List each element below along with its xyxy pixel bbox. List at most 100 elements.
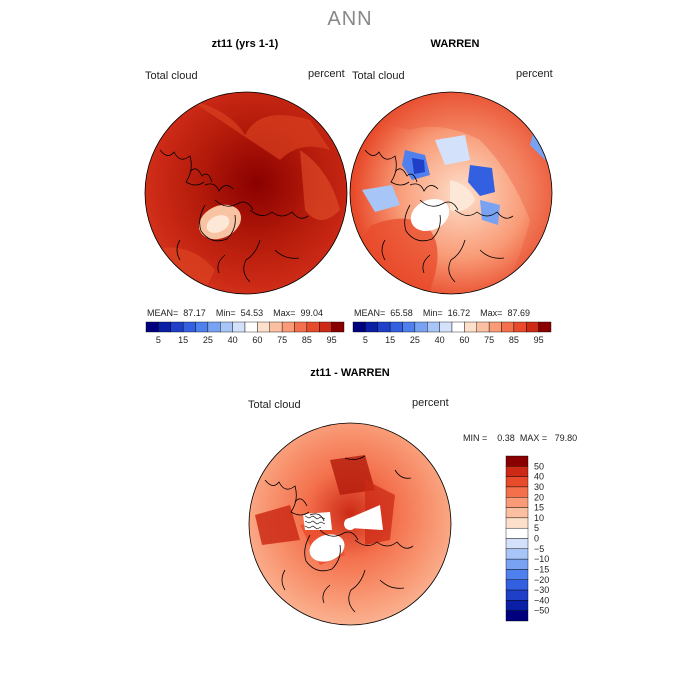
colorbar-swatch: [513, 321, 527, 333]
colorbar-swatch: [439, 321, 453, 333]
panel-2-stats: MEAN= 65.58 Min= 16.72 Max= 87.69: [354, 308, 530, 318]
map-3: [248, 422, 452, 626]
panel-2-title: WARREN: [430, 38, 480, 50]
colorbar-swatch: [170, 321, 184, 333]
colorbar-swatch: [505, 589, 529, 601]
panel-1-stats: MEAN= 87.17 Min= 54.53 Max= 99.04: [147, 308, 323, 318]
colorbar-swatch: [365, 321, 378, 333]
colorbar-tick-label: 0: [534, 534, 539, 544]
colorbar-swatch: [294, 321, 308, 333]
map-1-region: [190, 100, 330, 160]
colorbar-swatch: [232, 321, 246, 333]
map-2-region: [468, 165, 495, 196]
colorbar-tick-label: 5: [363, 335, 368, 345]
colorbar-swatch: [505, 476, 529, 488]
colorbar-swatch: [389, 321, 403, 333]
colorbar-tick-label: −40: [534, 595, 549, 605]
colorbar-tick-label: −5: [534, 544, 544, 554]
map-2-region: [480, 200, 500, 225]
map-2-border: [349, 91, 553, 295]
map-2-region: [450, 180, 475, 212]
colorbar-tick-label: 95: [534, 335, 544, 345]
colorbar-tick-label: 15: [385, 335, 395, 345]
colorbar-swatch: [488, 321, 502, 333]
colorbar-tick-label: 25: [410, 335, 420, 345]
colorbar-swatch: [145, 321, 159, 333]
mean-value: 87.17: [183, 308, 206, 318]
colorbar-swatch: [505, 517, 529, 529]
min-label: Min=: [422, 308, 443, 318]
max-label: Max=: [480, 308, 503, 318]
colorbar-swatch: [464, 321, 477, 333]
colorbar-swatch: [505, 579, 529, 591]
map-2: [349, 91, 553, 295]
colorbar-swatch: [257, 321, 270, 333]
colorbar-tick-label: −50: [534, 606, 549, 616]
colorbar-tick-label: 60: [459, 335, 469, 345]
map-2-region: [362, 185, 400, 212]
colorbar-swatch: [538, 321, 552, 333]
colorbar-swatch: [319, 321, 332, 333]
min-label: MIN =: [463, 433, 488, 443]
colorbar-swatch: [476, 321, 490, 333]
colorbar-tick-label: 40: [228, 335, 238, 345]
panel-1-units-label: percent: [308, 68, 345, 80]
page-title: ANN: [327, 8, 373, 30]
panel-1-variable-label: Total cloud: [145, 70, 198, 82]
colorbar-tick-label: 60: [252, 335, 262, 345]
colorbar-2: 5 15 25 40 60 75 85 95: [352, 321, 552, 345]
colorbar-swatch: [244, 321, 258, 333]
map-2-coastline: [364, 149, 514, 283]
map-1-border: [144, 91, 348, 295]
colorbar-tick-label: −30: [534, 585, 549, 595]
map-2-region: [412, 158, 425, 174]
colorbar-tick-label: −15: [534, 564, 549, 574]
colorbar-tick-label: −20: [534, 575, 549, 585]
colorbar-swatch: [269, 321, 283, 333]
colorbar-tick-label: 50: [534, 461, 544, 471]
colorbar-tick-label: 40: [534, 472, 544, 482]
mean-value: 65.58: [390, 308, 413, 318]
colorbar-swatch: [505, 527, 529, 539]
colorbar-tick-label: 25: [203, 335, 213, 345]
colorbar-swatch: [182, 321, 196, 333]
map-2-region: [410, 198, 450, 232]
panel-1-title: zt11 (yrs 1-1): [211, 38, 279, 50]
map-1-coastline: [159, 149, 309, 283]
colorbar-swatch: [526, 321, 539, 333]
map-3-missing-region: [309, 534, 345, 562]
colorbar-swatch: [451, 321, 465, 333]
colorbar-tick-label: 15: [178, 335, 188, 345]
map-3-missing-region: [303, 512, 332, 530]
max-value: 87.69: [507, 308, 530, 318]
colorbar-tick-label: 5: [534, 523, 539, 533]
panel-3-title: zt11 - WARREN: [310, 367, 390, 379]
colorbar-swatch: [505, 466, 529, 477]
colorbar-swatch: [414, 321, 428, 333]
colorbar-swatch: [281, 321, 295, 333]
colorbar-swatch: [220, 321, 233, 333]
min-value: 54.53: [240, 308, 264, 318]
panel-2-units-label: percent: [516, 68, 553, 80]
mean-label: MEAN=: [354, 308, 386, 318]
max-value: 99.04: [300, 308, 323, 318]
colorbar-swatch: [207, 321, 221, 333]
colorbar-swatch: [427, 321, 440, 333]
colorbar-tick-label: 75: [484, 335, 494, 345]
colorbar-swatch: [377, 321, 391, 333]
colorbar-tick-label: 40: [435, 335, 445, 345]
colorbar-swatch: [505, 507, 529, 519]
colorbar-swatch: [505, 558, 529, 570]
min-value: 16.72: [447, 308, 471, 318]
map-3-missing-region: [344, 518, 356, 530]
colorbar-tick-label: 10: [534, 513, 544, 523]
map-3-border: [248, 422, 452, 626]
map-2-region: [360, 92, 552, 294]
colorbar-swatch: [505, 486, 529, 498]
map-3-region: [330, 455, 375, 495]
panel-2-variable-label: Total cloud: [352, 70, 405, 82]
panel-3-stats: MIN = 0.38 MAX = 79.80: [463, 433, 577, 443]
colorbar-tick-label: 75: [277, 335, 287, 345]
